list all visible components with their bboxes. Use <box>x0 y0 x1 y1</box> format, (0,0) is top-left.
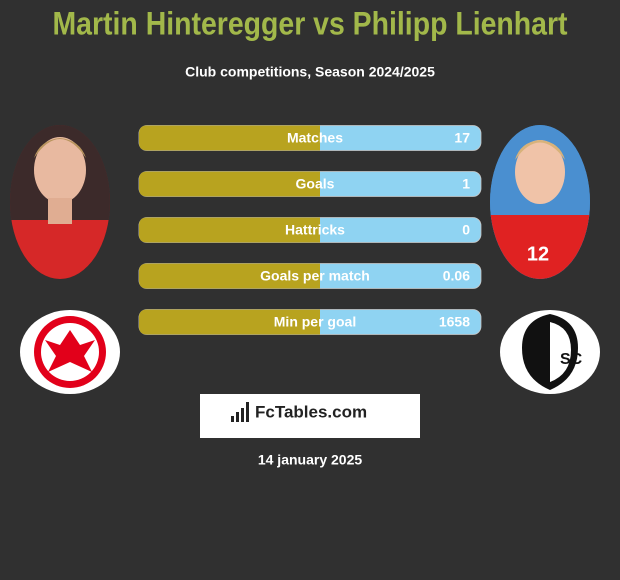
left-club-crest <box>20 310 120 394</box>
title: Martin Hinteregger vs Philipp Lienhart <box>53 5 568 41</box>
right-club-crest: SC <box>500 310 600 394</box>
subtitle: Club competitions, Season 2024/2025 <box>185 64 435 80</box>
bar-left <box>139 171 320 197</box>
row-value: 17 <box>454 130 470 146</box>
right-player-photo: 12 <box>490 125 590 279</box>
svg-text:SC: SC <box>560 351 583 368</box>
svg-text:12: 12 <box>527 243 549 265</box>
bar-left <box>139 125 320 151</box>
logo-text: FcTables.com <box>255 402 367 421</box>
row-value: 0 <box>462 222 470 238</box>
row-value: 0.06 <box>443 268 470 284</box>
row-label: Goals per match <box>260 268 370 284</box>
bar-left <box>139 309 320 335</box>
row-label: Min per goal <box>274 314 356 330</box>
row-label: Hattricks <box>285 222 345 238</box>
row-label: Goals <box>296 176 335 192</box>
row-value: 1658 <box>439 314 470 330</box>
logo-icon <box>231 402 249 422</box>
row-label: Matches <box>287 130 343 146</box>
row-value: 1 <box>462 176 470 192</box>
bar-left <box>139 263 320 289</box>
date: 14 january 2025 <box>258 452 363 468</box>
stat-rows: Matches 17 Goals 1 Hattricks 0 Goals per match… <box>138 125 482 335</box>
bar-left <box>139 217 320 243</box>
